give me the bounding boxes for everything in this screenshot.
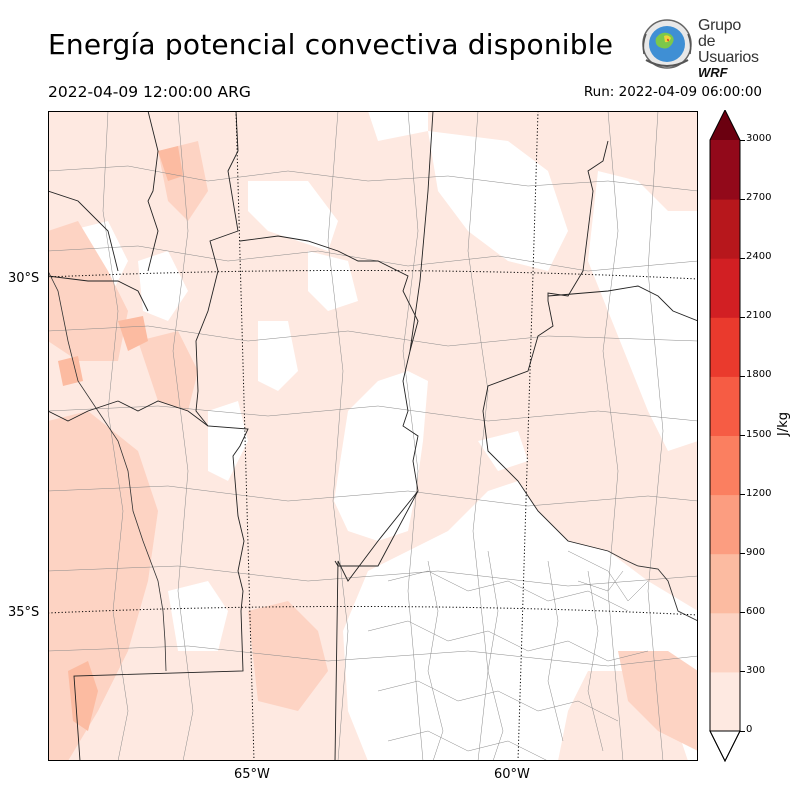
colorbar-segment — [710, 199, 740, 259]
province-boundaries — [48, 111, 698, 761]
colorbar — [709, 110, 741, 762]
colorbar-tick-label: 0 — [746, 724, 753, 735]
chile-border — [48, 270, 167, 672]
colorbar-tick-label: 600 — [746, 605, 766, 617]
colorbar-tick-mark — [740, 553, 745, 555]
cape-map — [48, 111, 698, 761]
colorbar-tick-mark — [740, 494, 745, 496]
colorbar-segments — [710, 140, 740, 732]
wrf-logo: Grupo de Usuarios WRF — [638, 16, 759, 79]
colorbar-tick-mark — [740, 730, 745, 732]
globe-emblem-icon — [642, 19, 692, 69]
logo-text-line1: Grupo de — [698, 17, 741, 50]
run-time: Run: 2022-04-09 06:00:00 — [583, 84, 762, 100]
colorbar-tick-label: 2100 — [746, 310, 772, 322]
colorbar-tick-mark — [740, 375, 745, 377]
colorbar-segment — [710, 376, 740, 436]
colorbar-tick-mark — [740, 612, 745, 614]
colorbar-tick-mark — [740, 198, 745, 200]
lon-label-65w: 65°W — [234, 767, 270, 782]
cape-600-900-regions — [58, 146, 183, 731]
colorbar-unit: J/kg — [776, 412, 791, 436]
cape-zero-regions — [68, 111, 698, 761]
colorbar-extend-bottom — [709, 730, 741, 762]
colorbar-tick-label: 900 — [746, 546, 766, 558]
colorbar-tick-label: 1800 — [746, 369, 772, 381]
colorbar-tick-label: 3000 — [746, 133, 772, 144]
valid-time: 2022-04-09 12:00:00 ARG — [48, 83, 251, 101]
colorbar-segment — [710, 140, 740, 200]
colorbar-extend-top — [710, 110, 740, 140]
colorbar-segment — [710, 258, 740, 318]
colorbar-segment — [710, 671, 740, 732]
colorbar-segment — [710, 317, 740, 377]
logo-text-line2: Usuarios — [698, 49, 759, 66]
colorbar-segment — [710, 612, 740, 673]
colorbar-segment — [710, 494, 740, 555]
colorbar-tick-label: 1500 — [746, 428, 772, 440]
parallel-30s — [48, 269, 698, 280]
colorbar-tick-mark — [740, 435, 745, 436]
colorbar-tick-label: 2700 — [746, 192, 772, 204]
lat-label-30s: 30°S — [8, 271, 40, 286]
colorbar-tick-mark — [740, 139, 745, 141]
colorbar-segment — [710, 435, 740, 496]
department-boundaries — [48, 111, 698, 761]
colorbar-tick-mark — [740, 257, 745, 259]
lat-label-35s: 35°S — [8, 605, 40, 620]
colorbar-segment — [710, 553, 740, 614]
chart-title: Energía potencial convectiva disponible — [48, 28, 614, 61]
colorbar-tick-label: 2400 — [746, 251, 772, 263]
map-frame — [48, 111, 698, 761]
logo-text-line3: WRF — [698, 65, 728, 80]
coastline — [607, 550, 698, 622]
colorbar-tick-label: 1200 — [746, 487, 772, 499]
colorbar-tick-label: 300 — [746, 664, 766, 676]
graticule — [48, 111, 698, 761]
colorbar-tick-mark — [740, 316, 745, 318]
parallel-35s — [48, 605, 698, 616]
lon-label-60w: 60°W — [494, 767, 530, 782]
colorbar-tick-mark — [740, 671, 745, 673]
